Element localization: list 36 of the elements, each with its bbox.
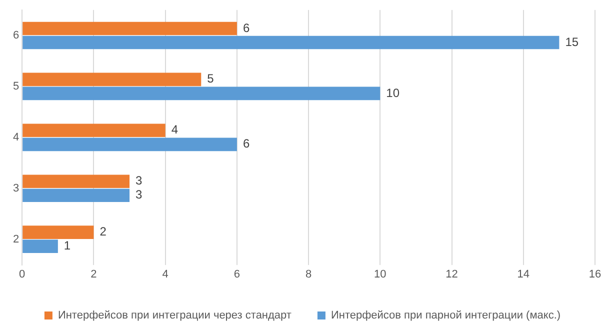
bar: [22, 124, 166, 138]
x-tick-label: 10: [374, 268, 386, 280]
data-label: 1: [64, 238, 71, 253]
bar: [22, 138, 237, 152]
bar: [22, 86, 380, 100]
legend-label: Интерфейсов при интеграции через стандарт: [58, 310, 292, 322]
y-tick-label: 5: [12, 80, 20, 92]
x-tick-label: 8: [305, 268, 312, 280]
x-tick-label: 16: [588, 268, 602, 280]
bar: [22, 226, 94, 239]
data-label: 10: [386, 86, 400, 100]
bar: [22, 36, 560, 50]
y-tick-label: 4: [12, 131, 20, 144]
y-tick-label: 3: [12, 182, 20, 194]
x-tick-label: 0: [19, 268, 26, 280]
data-label: 15: [565, 34, 579, 49]
bar: [22, 188, 130, 202]
bar: [22, 240, 58, 253]
data-label: 3: [136, 188, 143, 202]
x-tick-label: 6: [234, 268, 240, 280]
x-tick-label: 2: [90, 268, 97, 280]
data-label: 6: [242, 136, 250, 151]
y-tick-label: 6: [12, 30, 20, 42]
data-label: 5: [207, 72, 214, 86]
data-label: 2: [100, 224, 107, 239]
legend-label: Интерфейсов при парной интеграции (макс.): [330, 310, 561, 322]
x-tick-label: 12: [446, 268, 458, 280]
bar: [22, 22, 237, 36]
data-label: 3: [136, 174, 143, 188]
bar: [22, 174, 130, 188]
data-label: 4: [171, 122, 178, 137]
data-label: 6: [242, 20, 250, 35]
x-tick-label: 14: [517, 268, 530, 280]
bar: [22, 72, 202, 86]
x-tick-label: 4: [162, 268, 168, 280]
y-tick-label: 2: [12, 233, 20, 246]
